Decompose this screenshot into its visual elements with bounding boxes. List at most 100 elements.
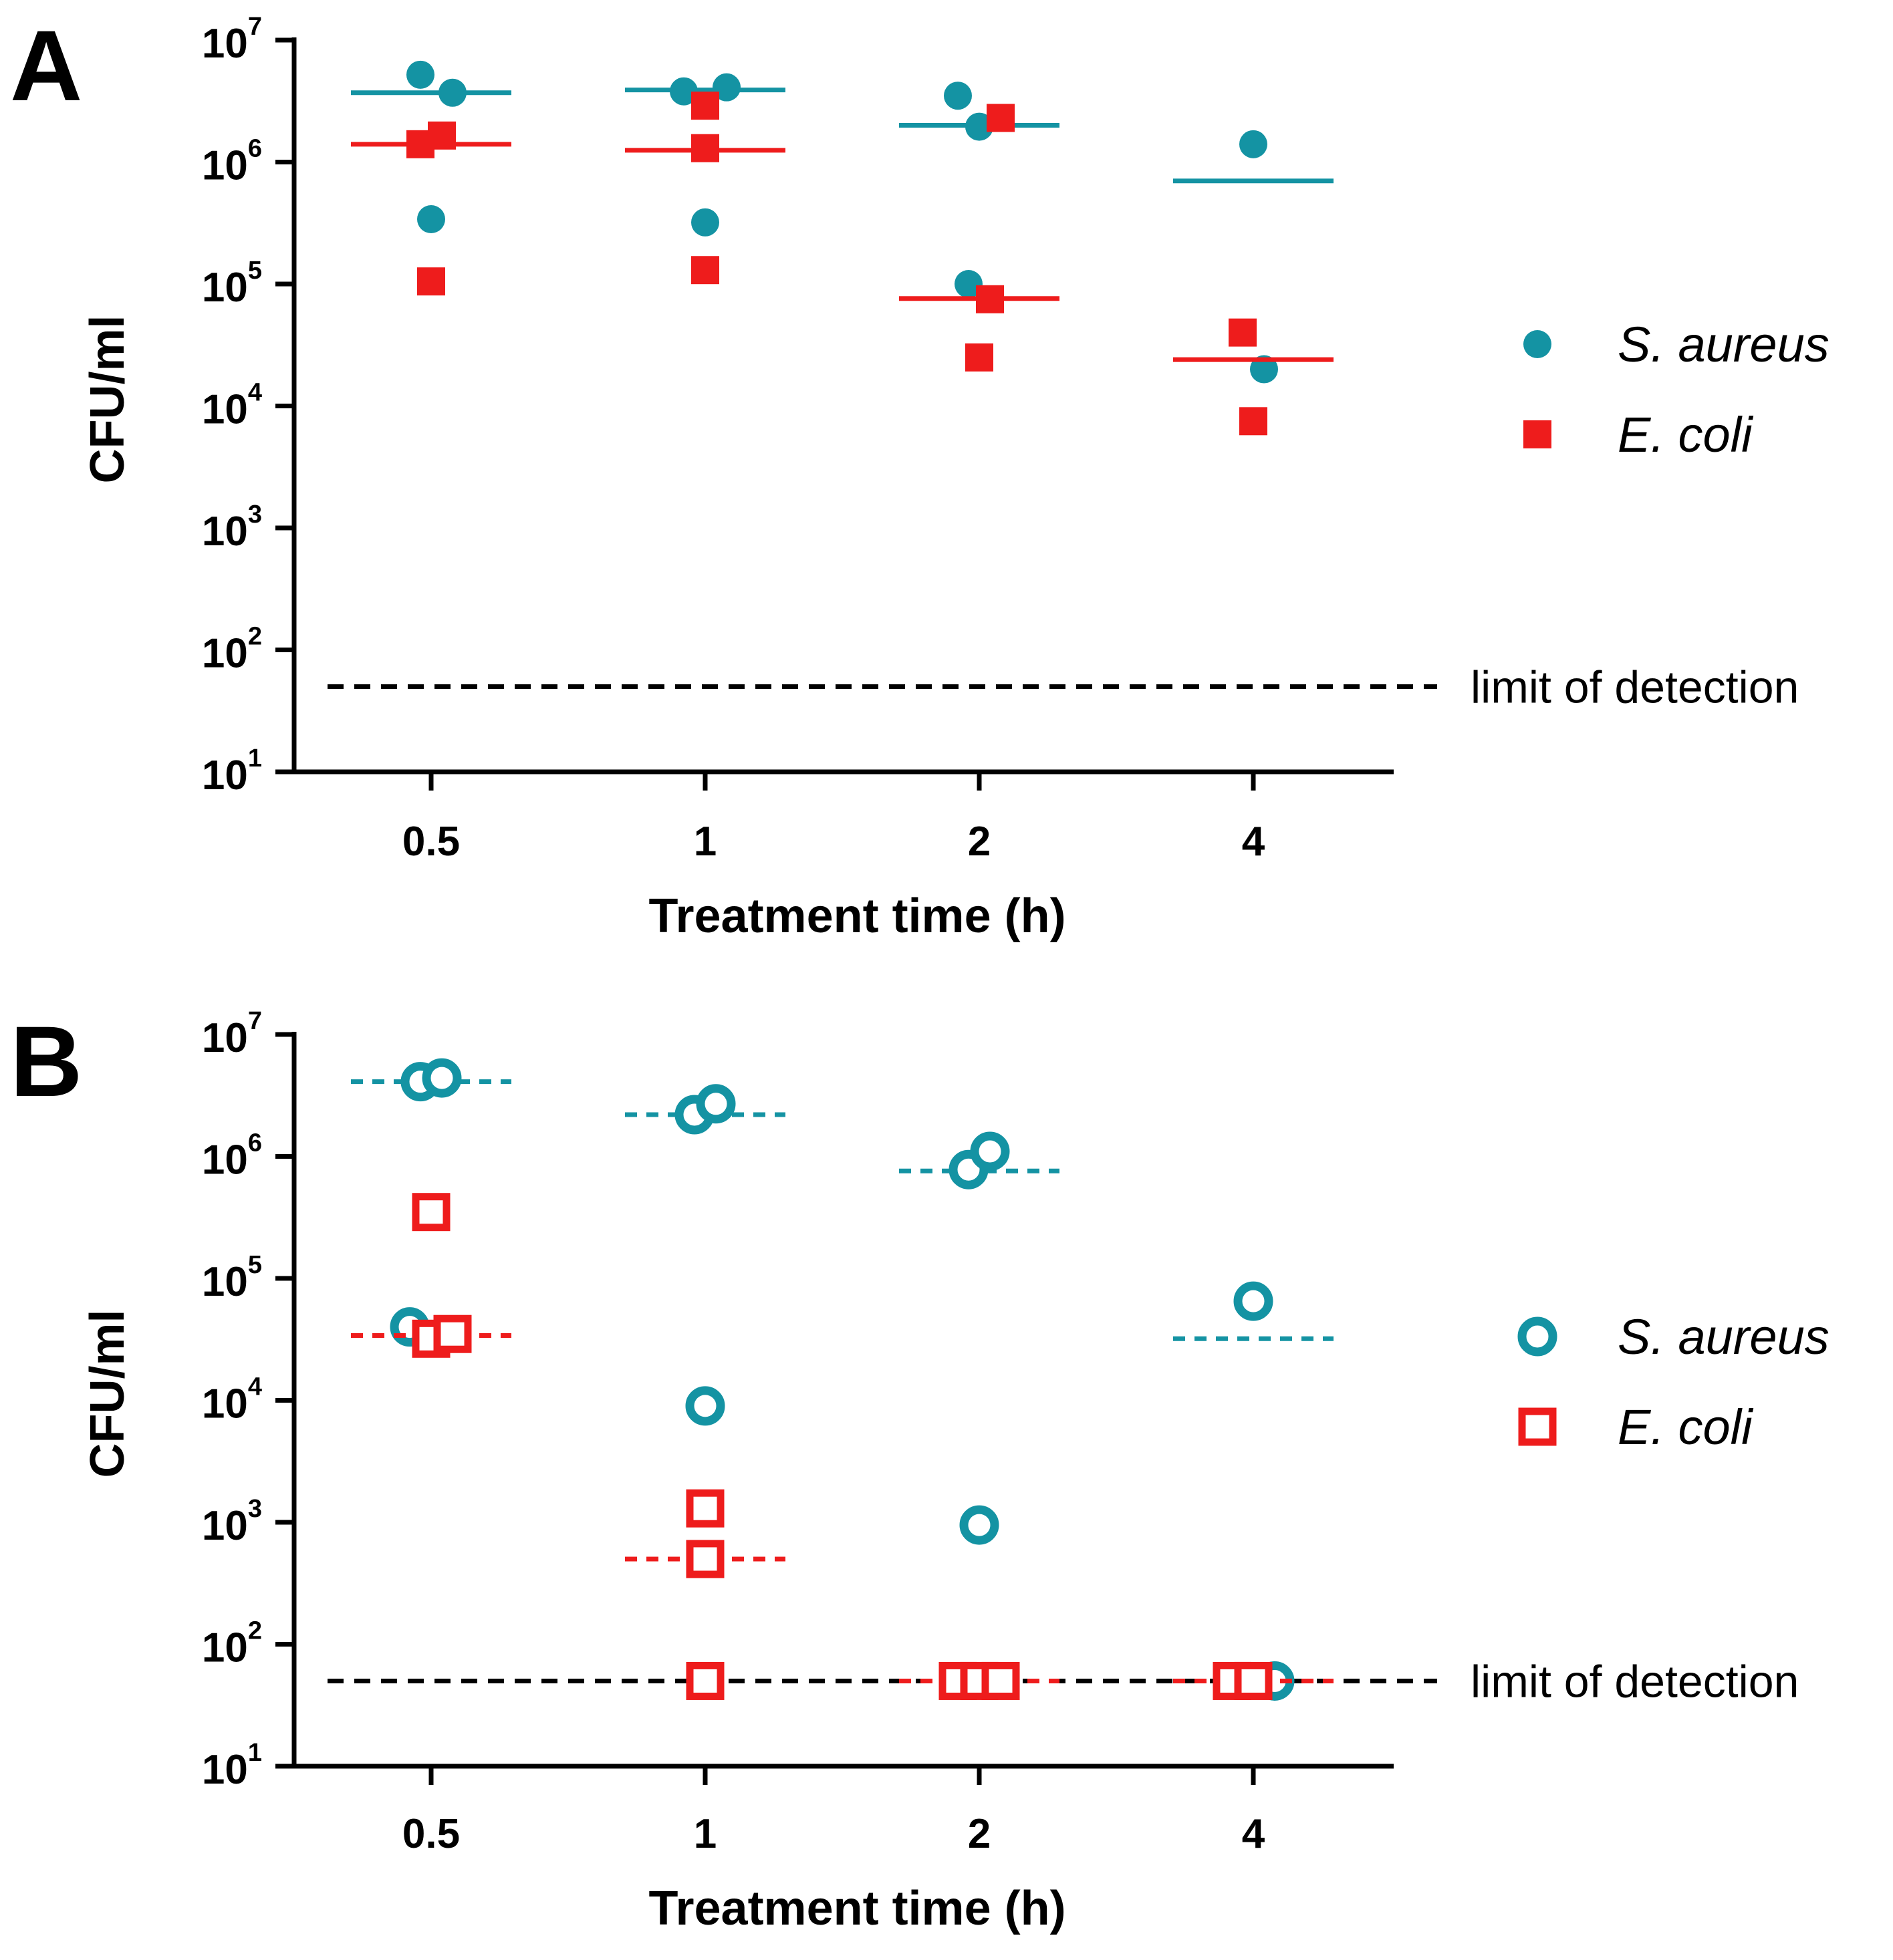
data-point <box>1234 1661 1273 1700</box>
y-tick-base: 10 <box>202 265 248 311</box>
data-point <box>428 121 456 150</box>
y-tick-base: 10 <box>202 1259 248 1305</box>
y-tick-exponent: 6 <box>248 135 262 163</box>
data-point <box>433 1314 472 1353</box>
y-tick-exponent: 2 <box>248 623 262 651</box>
y-tick-label: 102 <box>202 1617 262 1671</box>
data-point <box>965 343 993 372</box>
x-tick-label: 0.5 <box>402 819 460 865</box>
x-tick-label: 1 <box>694 1811 717 1857</box>
y-tick-base: 10 <box>202 1625 248 1671</box>
data-point <box>944 82 972 110</box>
data-point <box>686 1661 725 1700</box>
legend-label: S. aureus <box>1618 317 1829 372</box>
limit-of-detection-label: limit of detection <box>1471 662 1799 712</box>
legend-marker <box>1523 420 1551 448</box>
data-point <box>691 92 719 120</box>
panel-a-letter: A <box>10 9 82 122</box>
y-tick-exponent: 1 <box>248 744 262 773</box>
data-point <box>965 112 993 141</box>
data-point <box>685 1386 725 1426</box>
y-tick-exponent: 5 <box>248 1251 262 1279</box>
legend-label: E. coli <box>1618 1399 1754 1455</box>
y-tick-exponent: 7 <box>248 1007 262 1035</box>
y-tick-base: 10 <box>202 509 248 555</box>
data-point <box>686 1489 725 1528</box>
data-point <box>412 1193 451 1232</box>
data-point <box>406 60 434 89</box>
y-tick-base: 10 <box>202 631 248 677</box>
series-s-aureus: S. aureus <box>351 1058 1829 1701</box>
data-point <box>422 1058 462 1098</box>
legend-marker <box>1517 1316 1557 1357</box>
y-tick-exponent: 3 <box>248 501 262 529</box>
y-tick-label: 106 <box>202 1129 262 1183</box>
data-point <box>691 208 719 237</box>
x-tick-label: 1 <box>694 819 717 865</box>
legend-marker <box>1518 1407 1557 1446</box>
data-point <box>959 1505 999 1545</box>
data-point <box>438 78 467 107</box>
panel-b-letter: B <box>10 1005 82 1117</box>
data-point <box>696 1084 736 1124</box>
data-point <box>417 267 445 296</box>
y-tick-base: 10 <box>202 143 248 189</box>
y-tick-label: 105 <box>202 1251 262 1305</box>
data-point <box>1239 130 1267 158</box>
legend-marker <box>1523 330 1551 358</box>
legend-label: S. aureus <box>1618 1309 1829 1365</box>
y-axis-title: CFU/ml <box>81 1310 134 1478</box>
y-tick-base: 10 <box>202 387 248 433</box>
data-point <box>981 1661 1020 1700</box>
data-point <box>970 1131 1010 1171</box>
y-tick-exponent: 7 <box>248 13 262 41</box>
data-point <box>686 1540 725 1578</box>
y-tick-base: 10 <box>202 1137 248 1183</box>
y-tick-exponent: 2 <box>248 1617 262 1645</box>
x-tick-label: 0.5 <box>402 1811 460 1857</box>
x-tick-label: 4 <box>1242 1811 1265 1857</box>
y-tick-exponent: 4 <box>248 1373 262 1401</box>
y-tick-label: 104 <box>202 379 262 433</box>
data-point <box>691 134 719 162</box>
y-tick-exponent: 5 <box>248 257 262 285</box>
y-tick-label: 104 <box>202 1373 262 1427</box>
data-point <box>976 285 1004 313</box>
y-tick-exponent: 3 <box>248 1495 262 1523</box>
x-tick-label: 4 <box>1242 819 1265 865</box>
y-tick-base: 10 <box>202 752 248 799</box>
legend-label: E. coli <box>1618 407 1754 462</box>
x-tick-label: 2 <box>968 1811 991 1857</box>
y-tick-base: 10 <box>202 1503 248 1549</box>
y-tick-label: 103 <box>202 501 262 555</box>
data-point <box>1250 355 1278 384</box>
series-e-coli: E. coli <box>351 92 1754 462</box>
y-tick-exponent: 1 <box>248 1739 262 1767</box>
x-axis-title: Treatment time (h) <box>648 889 1065 943</box>
y-tick-label: 103 <box>202 1495 262 1549</box>
data-point <box>670 77 698 106</box>
y-tick-label: 107 <box>202 13 262 67</box>
data-point <box>987 104 1015 132</box>
x-axis-title: Treatment time (h) <box>648 1882 1065 1935</box>
series-s-aureus: S. aureus <box>351 60 1829 384</box>
x-tick-label: 2 <box>968 819 991 865</box>
y-axis-title: CFU/ml <box>81 315 134 484</box>
y-tick-label: 106 <box>202 135 262 189</box>
data-point <box>1229 318 1257 347</box>
y-tick-base: 10 <box>202 21 248 67</box>
y-tick-base: 10 <box>202 1381 248 1427</box>
y-tick-label: 101 <box>202 744 262 799</box>
y-tick-label: 102 <box>202 623 262 677</box>
series-e-coli: E. coli <box>351 1193 1754 1700</box>
y-tick-label: 101 <box>202 1739 262 1793</box>
data-point <box>713 73 741 102</box>
data-point <box>1233 1281 1273 1321</box>
y-tick-base: 10 <box>202 1747 248 1793</box>
data-point <box>691 256 719 285</box>
y-tick-label: 107 <box>202 1007 262 1061</box>
y-tick-exponent: 4 <box>248 379 262 407</box>
data-point <box>417 205 445 234</box>
